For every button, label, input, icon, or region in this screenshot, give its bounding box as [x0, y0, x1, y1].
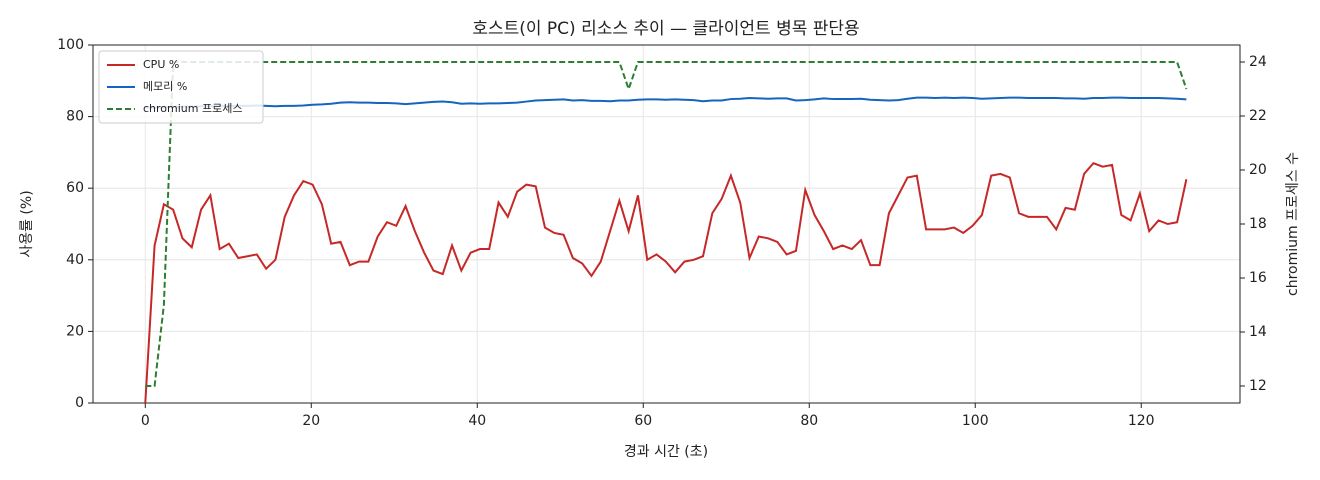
y2-tick-label: 12	[1249, 378, 1267, 394]
legend-box	[98, 50, 264, 124]
y-tick-label: 20	[66, 323, 84, 339]
y2-tick-label: 14	[1249, 324, 1267, 340]
x-tick-label: 120	[1128, 413, 1155, 429]
x-tick-label: 20	[302, 413, 320, 429]
y-axis-label: 사용률 (%)	[19, 190, 35, 257]
y2-tick-label: 24	[1249, 54, 1267, 70]
series-line	[144, 161, 1188, 404]
plot-frame	[92, 44, 1241, 404]
legend: CPU % 메모리 % chromium 프로세스	[98, 50, 264, 124]
x-tick-label: 80	[800, 413, 818, 429]
x-tick-label: 100	[962, 413, 989, 429]
x-tick-label: 60	[634, 413, 652, 429]
y2-tick-label: 22	[1249, 108, 1267, 124]
y2-tick-label: 16	[1249, 270, 1267, 286]
series-line	[145, 61, 1188, 387]
legend-label: chromium 프로세스	[143, 102, 242, 115]
y-tick-label: 0	[75, 395, 84, 411]
legend-label: CPU %	[143, 58, 179, 71]
chart-title: 호스트(이 PC) 리소스 추이 — 클라이언트 병목 판단용	[472, 19, 859, 39]
y-tick-label: 80	[66, 109, 84, 125]
y2-axis-label: chromium 프로세스 수	[1285, 152, 1301, 296]
series-line	[145, 96, 1187, 109]
y-tick-label: 60	[66, 180, 84, 196]
y-tick-label: 100	[57, 37, 84, 53]
y2-tick-label: 20	[1249, 162, 1267, 178]
y-tick-label: 40	[66, 252, 84, 268]
legend-label: 메모리 %	[143, 80, 187, 93]
x-axis-label: 경과 시간 (초)	[624, 444, 708, 460]
y2-tick-label: 18	[1249, 216, 1267, 232]
x-tick-label: 0	[141, 413, 150, 429]
x-tick-label: 40	[468, 413, 486, 429]
